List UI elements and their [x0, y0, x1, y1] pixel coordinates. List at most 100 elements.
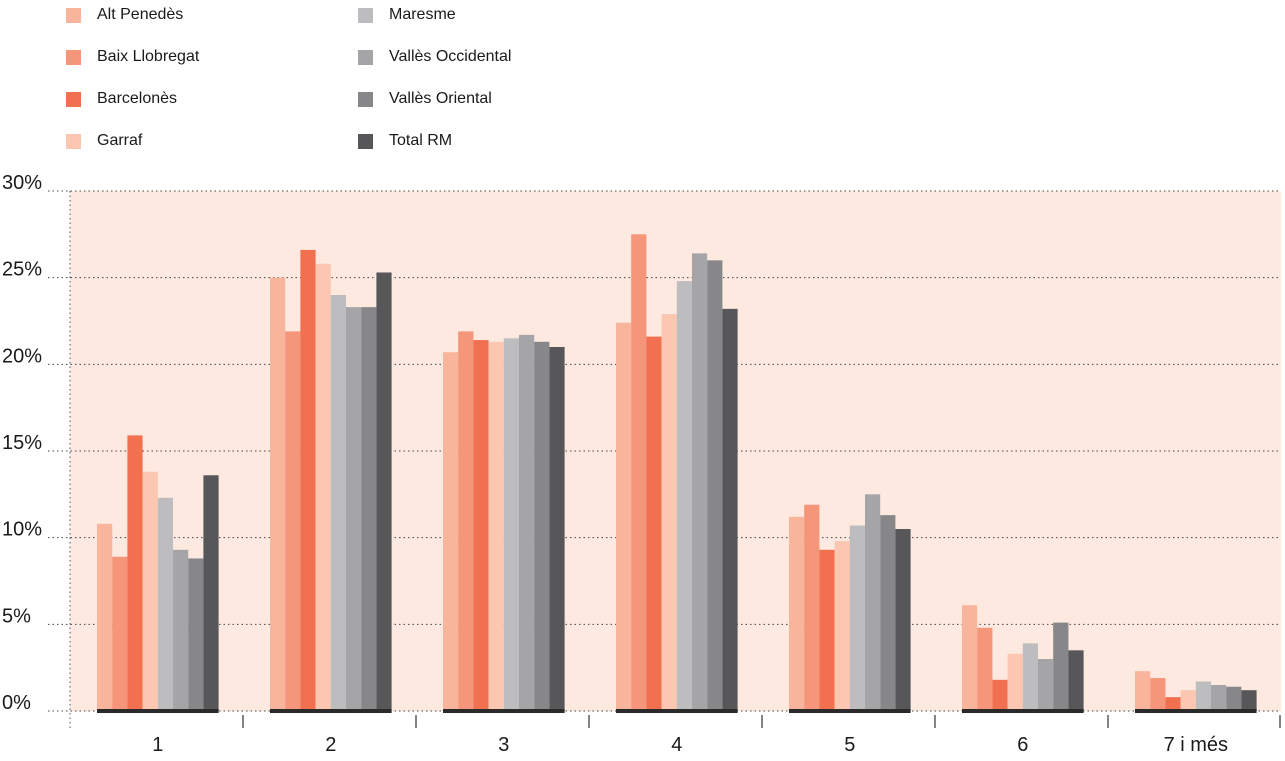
bar-barcelones — [300, 249, 316, 711]
legend-label: Vallès Oriental — [389, 90, 492, 107]
bar-alt-penedes — [616, 322, 632, 711]
legend-label: Garraf — [97, 132, 143, 149]
y-tick-label: 20% — [2, 345, 42, 367]
legend-swatch — [358, 7, 373, 23]
bar-baix-llobregat — [458, 331, 474, 711]
legend-swatch — [358, 49, 373, 65]
legend-label: Total RM — [389, 132, 453, 149]
bar-alt-penedes — [962, 605, 978, 711]
bar-baix-llobregat — [631, 234, 647, 712]
bar-baix-llobregat — [285, 331, 301, 711]
bar-valles-oriental — [361, 307, 377, 711]
x-tick-label: 7 i més — [1164, 734, 1228, 756]
bar-total-rm — [376, 272, 392, 711]
bar-alt-penedes — [270, 277, 286, 711]
legend-item-barcelones: Barcelonès — [66, 88, 177, 110]
bar-total-rm — [895, 529, 911, 711]
legend-swatch — [66, 133, 81, 149]
bar-valles-oriental — [1053, 622, 1069, 711]
x-tick-label: 1 — [152, 734, 163, 756]
bar-maresme — [503, 338, 519, 711]
bar-baix-llobregat — [112, 556, 128, 711]
group-baseline — [616, 709, 738, 713]
chart-legend: Alt Penedès Baix Llobregat Barcelonès Garra… — [66, 4, 586, 160]
bar-barcelones — [646, 336, 662, 711]
y-tick-label: 5% — [2, 605, 31, 627]
legend-label: Barcelonès — [97, 90, 178, 107]
bar-garraf — [315, 263, 331, 711]
bar-total-rm — [722, 308, 738, 711]
legend-item-garraf: Garraf — [66, 130, 142, 152]
group-baseline — [97, 709, 219, 713]
group-baseline — [1135, 709, 1257, 713]
legend-item-total-rm: Total RM — [358, 130, 452, 152]
bar-alt-penedes — [789, 516, 805, 711]
bar-barcelones — [1165, 697, 1181, 711]
bar-garraf — [142, 471, 158, 711]
bar-valles-occidental — [865, 494, 881, 711]
bar-maresme — [1022, 643, 1038, 711]
bar-valles-oriental — [534, 341, 550, 711]
legend-item-maresme: Maresme — [358, 4, 456, 26]
bar-barcelones — [473, 340, 489, 711]
bar-valles-oriental — [1226, 686, 1242, 711]
legend-item-alt-penedes: Alt Penedès — [66, 4, 183, 26]
bar-maresme — [1195, 681, 1211, 711]
bar-barcelones — [992, 679, 1008, 711]
legend-swatch — [358, 91, 373, 107]
bar-valles-oriental — [880, 515, 896, 711]
bar-maresme — [330, 295, 346, 711]
legend-swatch — [66, 7, 81, 23]
bar-alt-penedes — [1135, 671, 1151, 711]
bar-valles-occidental — [1038, 659, 1054, 711]
legend-item-baix-llobregat: Baix Llobregat — [66, 46, 199, 68]
bar-baix-llobregat — [977, 627, 993, 711]
group-baseline — [962, 709, 1084, 713]
bar-valles-occidental — [519, 334, 535, 711]
bar-maresme — [849, 525, 865, 711]
y-tick-label: 25% — [2, 259, 42, 281]
y-tick-label: 10% — [2, 519, 42, 541]
bar-maresme — [676, 281, 692, 711]
bar-garraf — [1007, 653, 1023, 711]
bar-baix-llobregat — [804, 504, 820, 711]
legend-item-valles-oriental: Vallès Oriental — [358, 88, 492, 110]
bar-alt-penedes — [443, 352, 459, 711]
bar-garraf — [661, 314, 677, 711]
bar-barcelones — [819, 549, 835, 711]
legend-label: Maresme — [389, 6, 456, 23]
group-baseline — [270, 709, 392, 713]
y-tick-label: 0% — [2, 692, 31, 714]
legend-item-valles-occidental: Vallès Occidental — [358, 46, 511, 68]
legend-label: Baix Llobregat — [97, 48, 200, 65]
y-tick-label: 30% — [2, 172, 42, 194]
x-tick-label: 5 — [844, 734, 855, 756]
legend-swatch — [66, 49, 81, 65]
bar-total-rm — [1068, 650, 1084, 711]
bar-total-rm — [549, 347, 565, 711]
y-tick-label: 15% — [2, 432, 42, 454]
bar-barcelones — [127, 435, 143, 711]
legend-label: Alt Penedès — [97, 6, 184, 23]
x-tick-label: 2 — [325, 734, 336, 756]
group-baseline — [443, 709, 565, 713]
legend-swatch — [66, 91, 81, 107]
bar-garraf — [1180, 690, 1196, 711]
bar-maresme — [157, 497, 173, 711]
bar-valles-oriental — [707, 260, 723, 711]
group-baseline — [789, 709, 911, 713]
x-tick-label: 3 — [498, 734, 509, 756]
bar-valles-occidental — [692, 253, 708, 711]
bar-valles-occidental — [346, 307, 362, 711]
bar-valles-occidental — [173, 549, 189, 711]
bar-garraf — [834, 541, 850, 711]
x-tick-label: 4 — [671, 734, 682, 756]
legend-swatch — [358, 133, 373, 149]
bar-garraf — [488, 341, 504, 711]
bar-total-rm — [1241, 690, 1257, 711]
bar-alt-penedes — [97, 523, 113, 711]
bar-valles-occidental — [1211, 685, 1227, 711]
bar-total-rm — [203, 475, 219, 711]
x-tick-label: 6 — [1017, 734, 1028, 756]
